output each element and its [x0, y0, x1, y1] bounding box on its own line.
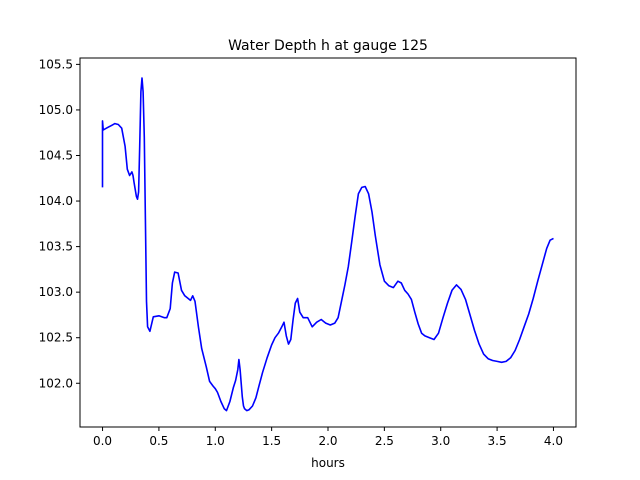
x-tick-label: 4.0 [544, 434, 563, 448]
y-tick-label: 103.0 [39, 285, 73, 299]
x-tick-label: 2.0 [318, 434, 337, 448]
x-tick-label: 3.0 [431, 434, 450, 448]
y-axis: 102.0 102.5 103.0 103.5 104.0 104.5 105.0 105.5 [39, 57, 80, 390]
x-tick-label: 2.5 [375, 434, 394, 448]
series-line-0 [101, 77, 554, 412]
y-tick-label: 102.0 [39, 376, 73, 390]
plot-frame [79, 57, 577, 428]
x-tick-label: 0.0 [93, 434, 112, 448]
x-tick-label: 0.5 [149, 434, 168, 448]
x-tick-label: 1.0 [206, 434, 225, 448]
y-tick-label: 102.5 [39, 331, 73, 345]
plot-area [79, 57, 577, 428]
x-axis-label: hours [311, 456, 345, 470]
y-tick-label: 105.0 [39, 103, 73, 117]
y-tick-label: 105.5 [39, 57, 73, 71]
chart-title: Water Depth h at gauge 125 [228, 38, 428, 54]
y-tick-label: 104.0 [39, 194, 73, 208]
x-axis: 0.0 0.5 1.0 1.5 2.0 2.5 3.0 3.5 4.0 [93, 427, 563, 448]
x-tick-label: 3.5 [488, 434, 507, 448]
x-tick-label: 1.5 [262, 434, 281, 448]
y-tick-label: 103.5 [39, 240, 73, 254]
y-tick-label: 104.5 [39, 148, 73, 162]
